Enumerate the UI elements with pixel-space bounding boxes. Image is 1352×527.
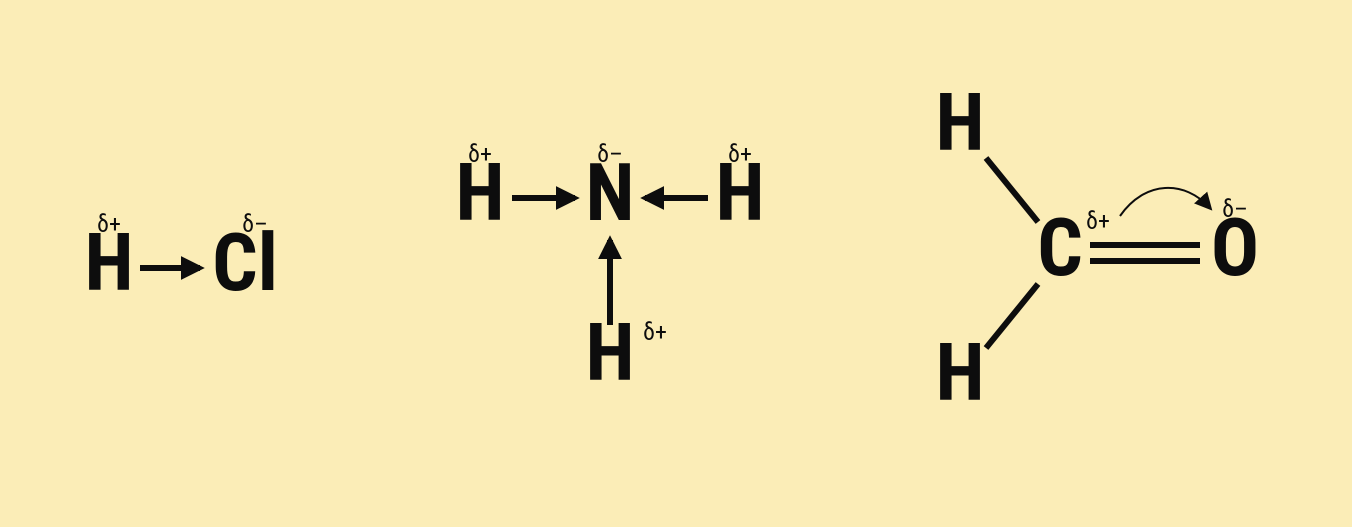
delta-plus: δ+ bbox=[643, 318, 667, 346]
delta-plus: δ+ bbox=[97, 210, 121, 238]
delta-plus: δ+ bbox=[468, 140, 492, 168]
delta-minus: δ– bbox=[242, 210, 268, 238]
delta-plus: δ+ bbox=[728, 140, 752, 168]
delta-plus: δ+ bbox=[1086, 207, 1110, 235]
delta-minus: δ– bbox=[597, 140, 623, 168]
atom-h: H bbox=[935, 76, 984, 170]
chemistry-diagram: Hδ+Clδ–Nδ–Hδ+Hδ+Hδ+Cδ+Oδ–HH bbox=[0, 0, 1352, 527]
delta-minus: δ– bbox=[1222, 195, 1248, 223]
atom-c: C bbox=[1037, 201, 1083, 295]
atom-h: H bbox=[935, 326, 984, 420]
atom-h: H bbox=[585, 306, 634, 400]
